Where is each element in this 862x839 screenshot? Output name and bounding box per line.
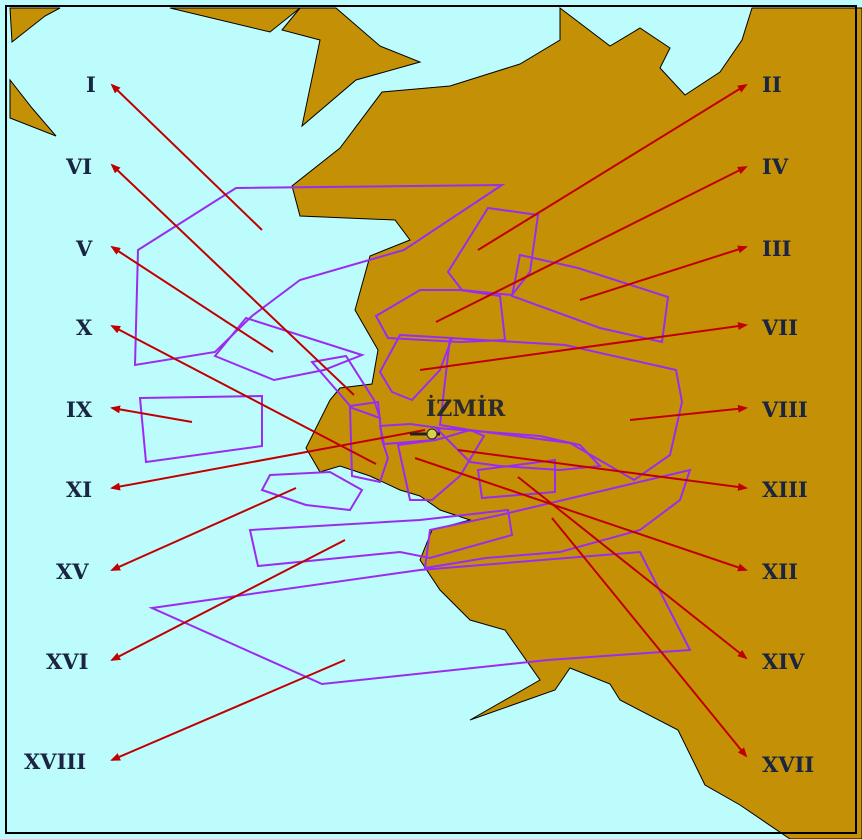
zone-label-XI: XI <box>66 477 92 502</box>
zone-outline-V <box>213 316 365 382</box>
arrow-XII <box>414 457 748 572</box>
arrow-IX <box>110 405 193 423</box>
arrow-X <box>110 325 377 465</box>
zone-outline-XIV <box>476 458 556 500</box>
map-border <box>5 5 857 834</box>
arrow-XIII <box>457 449 748 491</box>
arrow-XV <box>110 487 297 571</box>
arrow-II <box>477 83 748 251</box>
arrow-VI <box>110 163 355 396</box>
zone-label-I: I <box>86 72 96 97</box>
city-label: İZMİR <box>426 394 506 422</box>
zone-label-XII: XII <box>762 559 798 584</box>
land-top-peninsula <box>281 7 422 128</box>
zone-outline-XVI <box>248 508 514 568</box>
arrow-XIV <box>517 476 748 660</box>
land-top-center <box>169 7 302 33</box>
zone-outline-X <box>348 400 390 484</box>
land-layer <box>9 6 862 839</box>
zone-label-XIV: XIV <box>762 649 805 674</box>
zone-label-IX: IX <box>66 397 93 422</box>
zone-label-XV: XV <box>56 559 89 584</box>
land-left-spit <box>9 78 57 137</box>
zone-outline-III <box>510 253 670 344</box>
arrow-IV <box>435 166 748 323</box>
arrow-V <box>110 245 274 353</box>
arrow-VIII <box>629 404 748 421</box>
zone-label-V: V <box>75 236 93 261</box>
zone-label-XVI: XVI <box>46 649 88 674</box>
zone-outline-VI <box>310 354 382 420</box>
zone-labels-right: II IV III VII VIII XIII XII XIV XVII <box>761 72 814 777</box>
arrow-XVII <box>551 517 748 758</box>
zone-outline-XVIII <box>148 550 692 686</box>
zones-layer <box>133 183 692 686</box>
zone-label-III: III <box>762 236 791 261</box>
arrow-VII <box>419 322 748 371</box>
city-marker-icon <box>410 428 440 440</box>
zone-labels-left: I VI V X IX XI XV XVI XVIII <box>24 72 96 774</box>
zone-label-XVII: XVII <box>762 752 814 777</box>
zone-outline-XVII <box>423 468 692 570</box>
zone-label-II: II <box>762 72 782 97</box>
zone-outline-IX <box>138 394 263 464</box>
arrows-layer <box>110 83 748 761</box>
zone-label-X: X <box>76 315 93 340</box>
zone-label-XIII: XIII <box>762 477 808 502</box>
arrow-III <box>579 245 748 301</box>
zone-outline-XIII <box>433 426 603 472</box>
zone-label-IV: IV <box>762 154 789 179</box>
zone-outline-VIII <box>438 336 684 482</box>
zone-label-VIII: VIII <box>761 397 808 422</box>
arrow-I <box>110 83 263 231</box>
zone-outline-XII <box>396 428 486 501</box>
arrow-XVI <box>110 539 346 661</box>
land-top-left <box>9 7 61 43</box>
zone-outline-XV <box>260 470 364 512</box>
zone-outline-I <box>133 183 506 367</box>
zone-label-VI: VI <box>65 154 92 179</box>
land-mainland <box>291 6 862 839</box>
zone-label-XVIII: XVIII <box>24 749 86 774</box>
zone-outline-IV <box>374 289 507 344</box>
zone-label-VII: VII <box>761 315 798 340</box>
arrow-XI <box>110 429 426 491</box>
arrow-XVIII <box>110 659 346 761</box>
